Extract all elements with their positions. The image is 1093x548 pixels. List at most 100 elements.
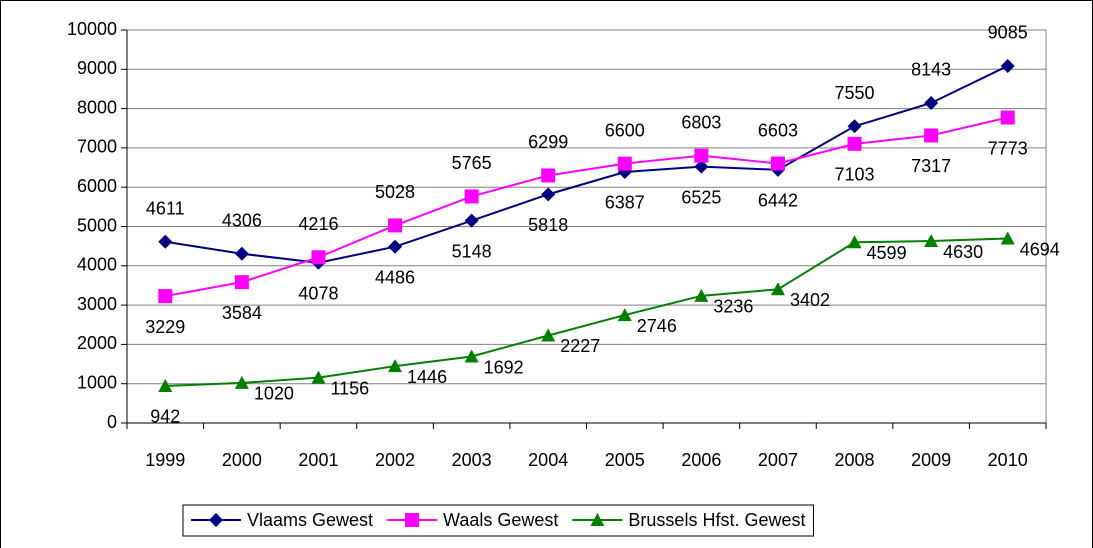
marker [234,275,249,290]
x-tick-label: 2001 [298,450,338,470]
data-label: 1446 [407,367,447,387]
legend-label: Waals Gewest [443,510,558,530]
marker [924,234,939,248]
marker [234,246,249,261]
y-tick-label: 6000 [77,176,117,196]
data-label: 1156 [330,378,369,398]
y-tick-label: 2000 [77,333,117,353]
marker [847,136,862,151]
data-label: 2227 [560,336,600,356]
legend: Vlaams Gewest Waals Gewest Brussels Hfst. … [182,504,814,537]
marker [770,156,785,171]
data-label: 6803 [681,112,721,132]
series-line [165,237,1008,387]
marker [694,148,709,163]
y-tick-label: 9000 [77,58,117,78]
marker [464,349,479,363]
data-label: 1020 [254,384,294,404]
data-label: 3402 [790,290,830,310]
x-tick-label: 2006 [681,450,721,470]
y-tick-label: 10000 [67,19,117,39]
marker [388,218,403,233]
data-label: 8143 [911,60,951,80]
data-label: 4216 [298,214,338,234]
marker [847,235,862,249]
data-label: 6387 [605,193,645,213]
data-label: 4611 [146,199,185,219]
marker [1000,110,1015,125]
y-tick-label: 3000 [77,294,117,314]
marker [158,378,173,392]
marker [158,234,173,249]
data-label: 1692 [484,357,524,377]
series-line [165,116,1008,298]
marker [541,168,556,183]
data-label: 6299 [528,132,568,152]
x-tick-label: 2003 [452,450,492,470]
data-label: 4078 [298,283,338,303]
data-label: 3229 [145,317,185,337]
legend-label: Vlaams Gewest [247,510,373,530]
marker [209,513,223,527]
x-tick-label: 2000 [222,450,262,470]
marker [464,213,479,228]
x-tick-label: 2002 [375,450,415,470]
x-tick-label: 2009 [911,450,951,470]
marker [1000,231,1015,245]
data-label: 9085 [988,23,1028,43]
data-label: 4694 [1020,239,1060,259]
marker [541,187,556,202]
marker [311,250,326,265]
legend-box [182,504,814,537]
data-label: 5148 [452,241,492,261]
data-label: 7103 [835,165,875,185]
data-label: 7550 [835,83,875,103]
x-tick-label: 1999 [145,450,185,470]
data-label: 6603 [758,120,798,140]
x-tick-label: 2010 [988,450,1028,470]
data-label: 3584 [222,303,262,323]
legend-label: Brussels Hfst. Gewest [628,510,805,530]
marker [924,128,939,143]
marker [405,513,420,527]
marker [694,159,709,174]
data-label: 5765 [452,153,492,173]
marker [388,239,403,254]
marker [847,119,862,134]
data-label: 5028 [375,182,415,202]
x-tick-label: 2004 [528,450,568,470]
marker [311,370,326,384]
y-tick-label: 1000 [77,372,117,392]
data-label: 4630 [943,242,983,262]
data-label: 6600 [605,120,645,140]
data-label: 6442 [758,191,798,211]
data-label: 5818 [528,215,568,235]
data-label: 2746 [637,316,677,336]
x-tick-label: 2005 [605,450,645,470]
marker [158,289,173,304]
data-label: 4486 [375,267,415,287]
y-tick-label: 7000 [77,137,117,157]
marker [388,359,403,373]
y-tick-label: 5000 [77,215,117,235]
data-label: 6525 [681,187,721,207]
data-label: 4306 [222,211,262,231]
data-label: 4599 [867,243,907,263]
marker [694,288,709,302]
marker [590,513,605,526]
y-tick-label: 4000 [77,255,117,275]
marker [770,282,785,296]
x-tick-label: 2007 [758,450,798,470]
marker [924,95,939,110]
marker [541,328,556,342]
data-label: 942 [150,407,180,427]
data-label: 3236 [713,297,753,317]
y-tick-label: 0 [107,412,117,432]
marker [234,375,249,389]
data-label: 7773 [988,138,1028,158]
marker [617,308,632,322]
y-tick-label: 8000 [77,97,117,117]
data-label: 7317 [911,156,951,176]
